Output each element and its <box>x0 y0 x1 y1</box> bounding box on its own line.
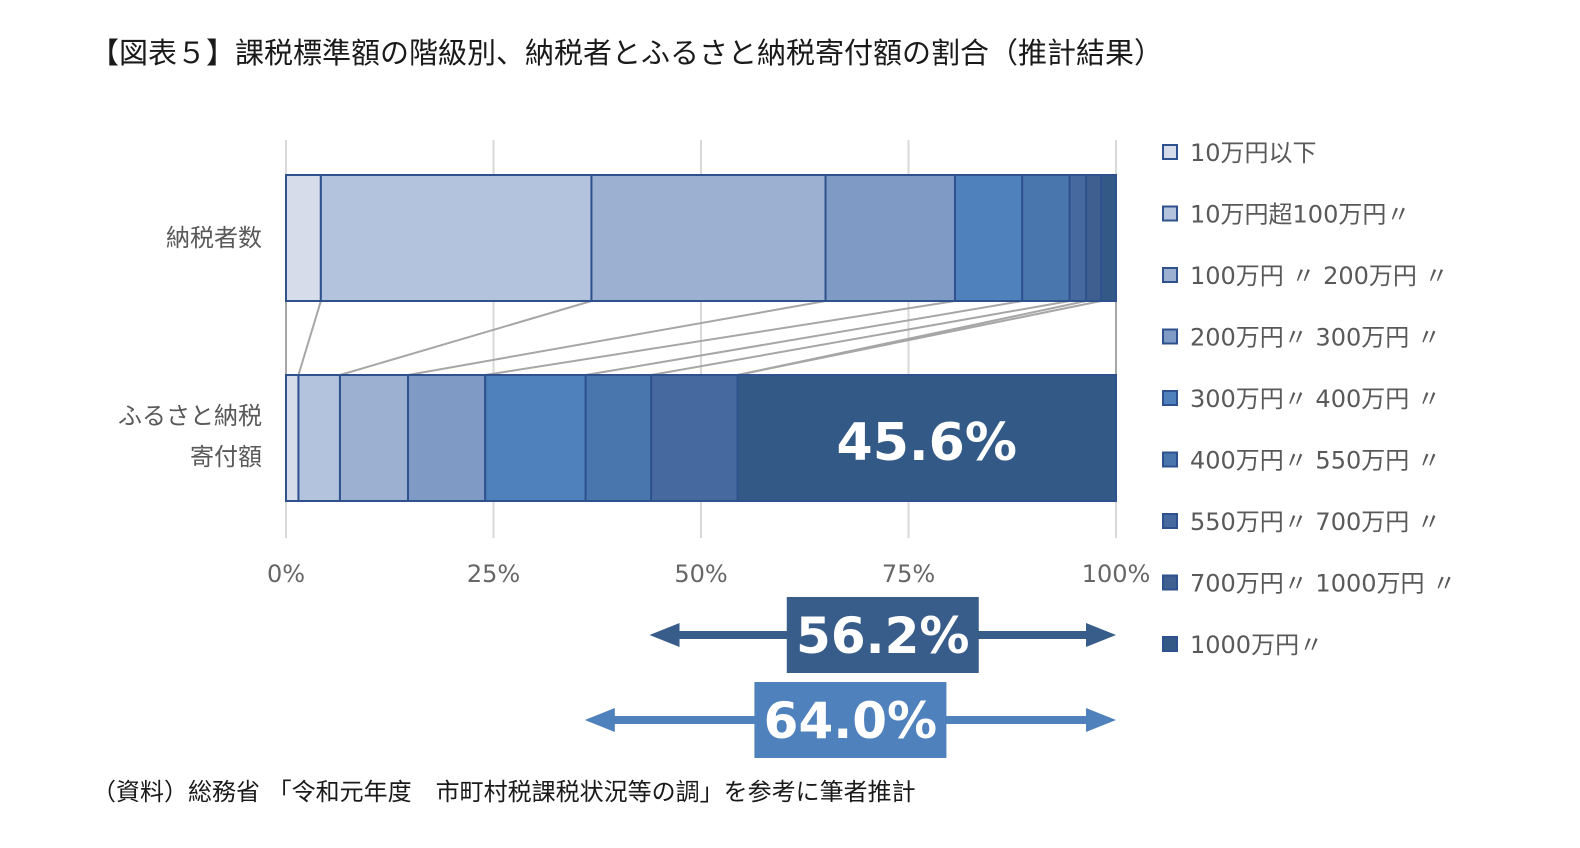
bar-segment <box>1068 174 1088 302</box>
legend-swatch <box>1162 205 1178 222</box>
legend-label: 10万円以下 <box>1190 139 1317 167</box>
bar-segment <box>484 374 587 502</box>
x-tick-label: 25% <box>467 560 520 588</box>
bar-segment <box>285 174 322 302</box>
legend-label: 400万円〃 550万円 〃 <box>1190 447 1441 475</box>
connector-line <box>585 300 1023 376</box>
legend-swatch <box>1162 574 1178 591</box>
x-tick-label: 50% <box>674 560 727 588</box>
bar-segment <box>285 374 300 502</box>
x-tick-label: 0% <box>267 560 305 588</box>
x-tick-label: 75% <box>882 560 935 588</box>
connector-line <box>651 300 1070 376</box>
connector-line <box>485 300 956 376</box>
bar-segment <box>407 374 487 502</box>
bar-segment <box>1085 174 1103 302</box>
legend-swatch <box>1162 513 1178 529</box>
bar-segment <box>736 374 1118 502</box>
connector-line <box>737 300 1102 376</box>
connector-line <box>297 300 322 376</box>
annotation-box <box>754 682 947 758</box>
legend-label: 300万円〃 400万円 〃 <box>1190 385 1441 413</box>
annotation-arrowhead-right <box>1086 623 1116 647</box>
bar-segment <box>1100 174 1118 302</box>
x-tick-label: 100% <box>1082 560 1151 588</box>
connector-line <box>407 300 826 376</box>
chart-title: 【図表５】課税標準額の階級別、納税者とふるさと納税寄付額の割合（推計結果） <box>90 36 1164 70</box>
legend-swatch <box>1162 328 1178 345</box>
legend-label: 10万円超100万円〃 <box>1190 201 1410 229</box>
annotation-label: 56.2% <box>796 607 969 665</box>
bar-segment <box>650 374 739 502</box>
annotation-arrowhead-right <box>1086 708 1116 732</box>
legend-label: 700万円〃 1000万円 〃 <box>1190 570 1456 598</box>
bar-segment <box>319 174 593 302</box>
legend-swatch <box>1162 636 1178 652</box>
annotation-box <box>786 597 979 673</box>
source-note: （資料）総務省 「令和元年度 市町村税課税状況等の調」を参考に筆者推計 <box>92 778 916 806</box>
legend-label: 200万円〃 300万円 〃 <box>1190 324 1441 352</box>
bar-segment <box>953 174 1024 302</box>
bar-segment <box>297 374 341 502</box>
legend-swatch <box>1162 390 1178 406</box>
category-label: 納税者数 <box>166 224 262 252</box>
bar-segment <box>824 174 956 302</box>
legend-swatch <box>1162 451 1178 468</box>
annotation-arrowhead-left <box>584 708 615 732</box>
bar-segment <box>584 374 653 502</box>
bar-segment <box>1021 174 1071 302</box>
legend-label: 550万円〃 700万円 〃 <box>1190 508 1441 536</box>
category-label: 寄付額 <box>190 443 262 471</box>
legend-label: 100万円 〃 200万円 〃 <box>1190 262 1449 290</box>
connector-line <box>339 300 592 376</box>
category-label: ふるさと納税 <box>118 402 262 430</box>
legend-swatch <box>1162 144 1178 160</box>
annotation-arrowhead-left <box>649 623 680 647</box>
legend-swatch <box>1162 267 1178 283</box>
bar-segment <box>338 374 410 502</box>
annotation-label: 64.0% <box>764 692 937 750</box>
annotation-label: 45.6% <box>837 413 1017 473</box>
legend-label: 1000万円〃 <box>1190 631 1323 659</box>
bar-segment <box>590 174 827 302</box>
